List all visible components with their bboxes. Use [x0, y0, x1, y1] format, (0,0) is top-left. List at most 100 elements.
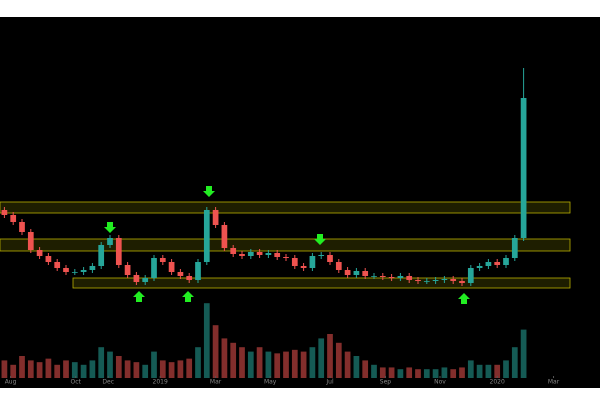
x-tick-label: Mar	[210, 379, 222, 386]
volume-bar	[371, 364, 377, 378]
candle-body	[300, 266, 307, 268]
volume-bar	[441, 367, 448, 378]
down-arrow	[203, 186, 215, 197]
candle-body	[221, 225, 228, 248]
zone	[0, 201, 571, 214]
candle-body	[397, 276, 404, 278]
volume-bar	[98, 347, 105, 378]
candle-body	[318, 255, 325, 256]
candle-body	[415, 280, 421, 281]
candle-body	[10, 215, 17, 222]
candle-body	[406, 276, 413, 280]
volume-bar	[133, 362, 140, 378]
candle-body	[291, 258, 298, 266]
candle-body	[423, 281, 430, 282]
volume-bar	[159, 360, 166, 378]
candle-body	[89, 266, 96, 270]
volume-bar	[45, 358, 52, 378]
volume-bar	[291, 349, 298, 378]
volume-bar	[168, 362, 175, 378]
volume-bar	[520, 329, 527, 378]
candle-body	[230, 248, 237, 254]
x-tick-label: Oct	[70, 379, 81, 386]
volume-bar	[300, 351, 307, 378]
volume-bar	[511, 347, 518, 378]
x-tick-label: Mar	[548, 379, 560, 386]
candle-body	[98, 245, 105, 266]
volume-bar	[212, 325, 219, 378]
volume-bar	[406, 367, 413, 378]
candle-body	[80, 270, 87, 272]
candle-body	[388, 277, 395, 278]
candle-body	[1, 210, 8, 215]
candle-body	[327, 255, 333, 262]
candle-body	[27, 232, 34, 250]
volume-bar	[256, 347, 263, 378]
candle-body	[36, 250, 43, 256]
x-tick-label: Jul	[325, 379, 334, 386]
volume-bar	[239, 347, 245, 378]
x-tick-label: Aug	[5, 379, 17, 386]
candle-body	[494, 262, 501, 265]
candle-body	[212, 210, 219, 225]
x-tick-label: 2019	[153, 379, 168, 386]
volume-bar	[63, 360, 69, 378]
candle-body	[168, 262, 175, 272]
volume-bar	[186, 358, 193, 378]
volume-bar	[318, 338, 325, 378]
candle-body	[353, 271, 360, 275]
candle-body	[115, 238, 122, 265]
x-tick-label: 2020	[490, 379, 505, 386]
x-tick-label: Sep	[380, 379, 392, 386]
volume-bar	[80, 364, 87, 378]
candle-body	[45, 256, 52, 262]
candle-body	[371, 276, 377, 277]
candle-body	[274, 253, 281, 257]
volume-bar	[397, 369, 404, 378]
candle-body	[432, 280, 439, 281]
candle-body	[151, 258, 157, 278]
volume-bar	[353, 356, 360, 378]
volume-bar	[344, 351, 351, 378]
candle-body	[379, 276, 386, 277]
volume-bar	[327, 334, 333, 378]
candle-body	[362, 271, 369, 276]
candle-body	[133, 275, 140, 282]
x-tick-label: Nov	[434, 379, 446, 386]
arrows	[104, 186, 470, 304]
candle-body	[63, 268, 69, 272]
up-arrow	[182, 291, 194, 302]
volume-bar	[27, 360, 34, 378]
volume-bar	[379, 367, 386, 378]
candle-body	[450, 279, 457, 281]
volume-bar	[274, 353, 281, 378]
volume-bar	[450, 369, 457, 378]
volume-bar	[203, 303, 210, 378]
candle-body	[195, 262, 201, 280]
candle-body	[459, 281, 465, 283]
candle-body	[71, 272, 78, 273]
volume-bar	[115, 356, 122, 378]
candle-body	[159, 258, 166, 262]
x-tick-label: Dec	[102, 379, 114, 386]
down-arrow	[314, 234, 326, 245]
volume-bar	[476, 364, 483, 378]
candle-body	[239, 254, 245, 256]
down-arrow	[104, 222, 116, 233]
volume-bar	[494, 364, 501, 378]
volume-bar	[142, 364, 149, 378]
candle-body	[441, 279, 448, 280]
candle-body	[511, 238, 518, 258]
candle-body	[520, 98, 527, 238]
volume-bar	[362, 360, 369, 378]
volume-bar	[230, 342, 237, 378]
candle-body	[467, 268, 474, 283]
volume-bar	[309, 347, 316, 378]
support-zones	[0, 201, 571, 289]
volume-bar	[89, 360, 96, 378]
volume-bar	[107, 351, 113, 378]
volume-bar	[19, 356, 25, 378]
candle-body	[256, 252, 263, 255]
volume-bar	[54, 364, 61, 378]
